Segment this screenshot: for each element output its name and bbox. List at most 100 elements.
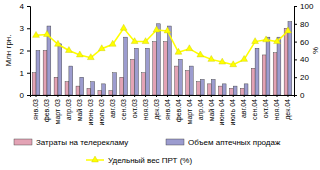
bar bbox=[178, 59, 182, 95]
tick-mark bbox=[294, 77, 297, 78]
tick-label: 60 bbox=[300, 38, 309, 47]
bar bbox=[222, 84, 226, 95]
tick-mark bbox=[266, 95, 267, 97]
tick: апр.04 bbox=[197, 95, 205, 120]
tick-label: 1 bbox=[20, 69, 25, 78]
tick-label: авг.03 bbox=[109, 99, 116, 118]
bar bbox=[102, 84, 106, 95]
tick-label: 0 bbox=[300, 91, 305, 100]
marker bbox=[142, 38, 149, 44]
tick-mark bbox=[57, 95, 58, 97]
tick-mark bbox=[211, 95, 212, 97]
tick: май 03 bbox=[76, 95, 83, 121]
tick: апр.03 bbox=[65, 95, 73, 120]
legend-symbol bbox=[92, 156, 99, 162]
marker bbox=[120, 24, 127, 30]
tick: фев.04 bbox=[175, 95, 183, 122]
marker bbox=[87, 54, 94, 60]
bar bbox=[113, 73, 117, 95]
tick: 4 bbox=[20, 2, 30, 11]
bar bbox=[164, 42, 168, 95]
tick-label: фев.04 bbox=[175, 99, 183, 122]
tick-label: сен.03 bbox=[120, 99, 127, 120]
tick-label: авг.04 bbox=[240, 99, 247, 118]
marker bbox=[98, 45, 105, 51]
marks bbox=[32, 22, 292, 95]
tick-label: окт.04 bbox=[262, 99, 269, 118]
tick-label: июль 03 bbox=[98, 99, 105, 126]
tick-label: апр.04 bbox=[197, 99, 205, 120]
marker bbox=[175, 48, 182, 54]
bar bbox=[65, 82, 69, 95]
tick-mark bbox=[233, 95, 234, 97]
tick-mark bbox=[27, 28, 30, 29]
bar bbox=[120, 77, 124, 95]
tick-mark bbox=[36, 95, 37, 97]
tick: июнь 03 bbox=[87, 95, 94, 125]
tick-mark bbox=[294, 24, 297, 25]
marker bbox=[208, 55, 215, 61]
tick-label: сен.04 bbox=[251, 99, 258, 120]
bar bbox=[251, 68, 255, 95]
tick-mark bbox=[277, 95, 278, 97]
tick: 100 bbox=[294, 2, 314, 11]
tick: июль 03 bbox=[98, 95, 105, 125]
legend: Затраты на телерекламу Объем аптечных про… bbox=[14, 138, 281, 165]
tick-mark bbox=[27, 95, 30, 96]
bar bbox=[266, 37, 270, 95]
bar bbox=[284, 28, 288, 95]
bar bbox=[146, 48, 150, 95]
tick-label: май 03 bbox=[76, 99, 83, 121]
bar bbox=[211, 79, 215, 95]
tick-mark bbox=[200, 95, 201, 97]
legend-symbol bbox=[14, 139, 32, 145]
bar bbox=[186, 71, 190, 95]
tick: дек.03 bbox=[153, 95, 161, 120]
tick: 0 bbox=[294, 91, 305, 100]
tick-label: дек.03 bbox=[153, 99, 161, 120]
bar bbox=[98, 91, 102, 95]
x-axis: янв.03 фев.03март 03апр.03май 03 июнь 03 ию… bbox=[31, 95, 295, 125]
marker bbox=[241, 55, 248, 61]
legend-label: Объем аптечных продаж bbox=[188, 138, 281, 147]
tick: 1 bbox=[20, 69, 30, 78]
tick-mark bbox=[287, 95, 288, 97]
tick: янв.03 bbox=[32, 95, 39, 120]
tick-label: янв.03 bbox=[32, 99, 39, 120]
bar bbox=[58, 44, 62, 95]
marker bbox=[33, 31, 40, 37]
tick-label: янв.04 bbox=[164, 99, 171, 120]
legend-label: Удельный вес ПРТ (%) bbox=[108, 156, 192, 165]
tick: 3 bbox=[20, 24, 30, 33]
tick-label: июнь 04 bbox=[218, 99, 225, 126]
tick-mark bbox=[27, 51, 30, 52]
tick-mark bbox=[27, 6, 30, 7]
tick: 2 bbox=[20, 47, 30, 56]
tick-mark bbox=[46, 95, 47, 97]
tick: сен.04 bbox=[251, 95, 258, 120]
tick: 80 bbox=[294, 20, 309, 29]
bar bbox=[233, 86, 237, 95]
legend-label: Затраты на телерекламу bbox=[36, 138, 128, 147]
tick-label: 2 bbox=[20, 47, 25, 56]
tick-label: окт.03 bbox=[131, 99, 138, 118]
tick-mark bbox=[222, 95, 223, 97]
bar bbox=[240, 88, 244, 95]
tick: 40 bbox=[294, 55, 309, 64]
bar bbox=[54, 77, 58, 95]
tick-label: июнь 03 bbox=[87, 99, 94, 126]
marker bbox=[186, 45, 193, 51]
tick-label: 4 bbox=[20, 2, 25, 11]
bar bbox=[153, 42, 157, 95]
plot: 01234020406080100янв.03фев.03март 03апр.… bbox=[20, 2, 314, 125]
tick-label: фев.03 bbox=[43, 99, 51, 122]
tick-label: июль 04 bbox=[229, 99, 236, 126]
marker bbox=[197, 51, 204, 57]
bar bbox=[255, 48, 259, 95]
tick: ноя.03 bbox=[142, 95, 149, 120]
bar bbox=[135, 48, 139, 95]
chart: 01234020406080100янв.03фев.03март 03апр.… bbox=[0, 0, 320, 170]
tick: авг.03 bbox=[109, 95, 116, 118]
tick-label: март 03 bbox=[54, 99, 62, 124]
marker bbox=[131, 38, 138, 44]
